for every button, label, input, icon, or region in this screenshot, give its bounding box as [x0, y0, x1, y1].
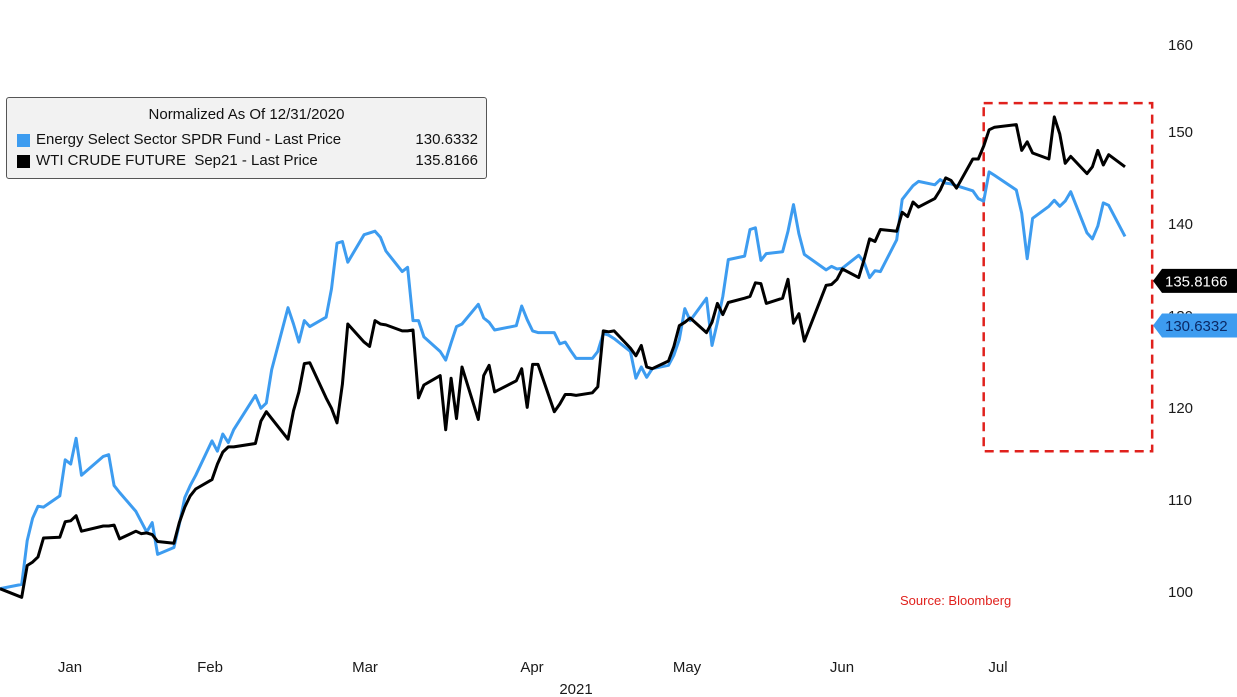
value-tag-text: 135.8166 [1165, 273, 1228, 290]
y-tick-label: 100 [1168, 584, 1193, 601]
legend-swatch-energy [17, 134, 30, 147]
value-tag-text: 130.6332 [1165, 318, 1228, 335]
x-tick-label: Apr [520, 659, 543, 676]
x-tick-label: Jun [830, 659, 854, 676]
series-line-energy [0, 170, 1127, 591]
series-line-wti [0, 115, 1126, 599]
x-axis-ticks: Jan Feb Mar Apr May Jun Jul 2021 [58, 659, 1008, 697]
y-tick-label: 120 [1168, 400, 1193, 417]
x-tick-label: Jan [58, 659, 82, 676]
legend-item-wti: WTI CRUDE FUTURE Sep21 - Last Price 135.… [17, 152, 478, 172]
legend-item-name: Energy Select Sector SPDR Fund - Last Pr… [36, 131, 342, 148]
source-note: Source: Bloomberg [900, 593, 1011, 608]
last-value-label-energy: 130.6332 [1153, 313, 1237, 338]
legend: Normalized As Of 12/31/2020 Energy Selec… [6, 97, 487, 179]
legend-item-name: WTI CRUDE FUTURE Sep21 - Last Price [36, 152, 318, 169]
y-tick-label: 110 [1168, 492, 1192, 509]
legend-item-value: 135.8166 [415, 152, 478, 169]
x-tick-label: Jul [988, 659, 1007, 676]
x-tick-label: May [673, 659, 702, 676]
x-tick-label: Feb [197, 659, 223, 676]
legend-title: Normalized As Of 12/31/2020 [148, 106, 345, 123]
x-axis-year-label: 2021 [559, 681, 592, 697]
x-tick-label: Mar [352, 659, 378, 676]
y-tick-label: 140 [1168, 216, 1193, 233]
y-tick-label: 150 [1168, 124, 1193, 141]
highlight-box [982, 101, 1154, 453]
value-tag [1153, 268, 1237, 293]
last-value-label-wti: 135.8166 [1153, 268, 1237, 293]
y-tick-label: 160 [1168, 37, 1193, 54]
last-value-labels: 135.8166 130.6332 [1153, 268, 1237, 338]
series-layer [0, 115, 1127, 599]
legend-swatch-wti [17, 155, 30, 168]
value-tag [1153, 313, 1237, 338]
legend-item-value: 130.6332 [415, 131, 478, 148]
legend-item-energy: Energy Select Sector SPDR Fund - Last Pr… [17, 131, 478, 151]
